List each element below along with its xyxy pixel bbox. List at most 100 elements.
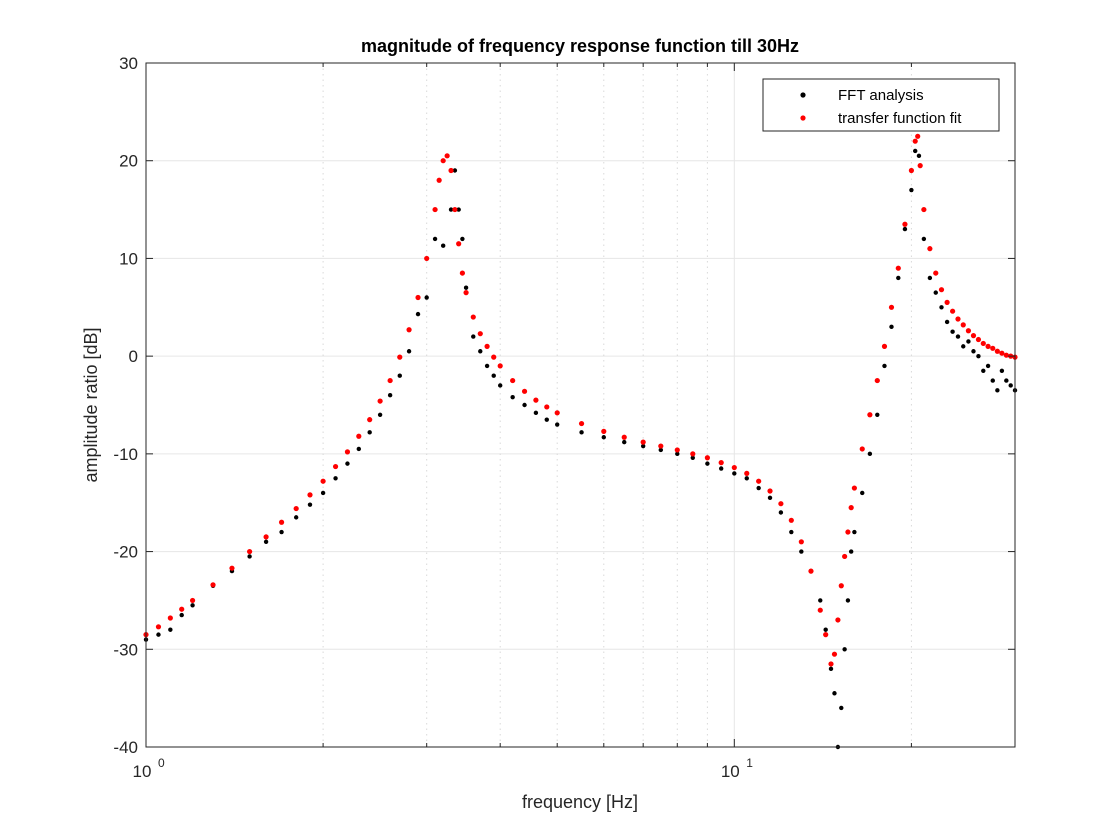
fft-point <box>867 451 873 457</box>
fit-point <box>444 153 450 159</box>
fft-point <box>732 471 737 476</box>
fit-point <box>484 343 490 349</box>
fit-point <box>704 455 710 461</box>
fft-point <box>498 383 503 388</box>
y-tick-label: 30 <box>119 54 138 73</box>
fft-point <box>852 529 857 535</box>
fit-point <box>1003 352 1009 358</box>
fit-point <box>842 553 848 560</box>
fit-point <box>902 221 908 227</box>
fft-point <box>247 554 252 559</box>
fft-point <box>601 435 606 440</box>
fit-point <box>881 343 888 349</box>
fit-point <box>497 363 503 369</box>
fft-point <box>448 207 454 212</box>
fft-point <box>902 226 908 232</box>
fft-point <box>939 305 944 310</box>
fit-point <box>994 348 1000 354</box>
fit-point <box>838 583 844 589</box>
fit-point <box>640 439 646 445</box>
fft-point <box>491 373 496 378</box>
fit-point <box>874 377 880 384</box>
fft-point <box>845 598 851 603</box>
fft-point <box>789 529 794 535</box>
chart-title: magnitude of frequency response function… <box>361 36 799 56</box>
fit-point <box>387 377 393 384</box>
fft-point <box>156 632 161 637</box>
fft-point <box>675 451 680 457</box>
fit-point <box>817 607 823 613</box>
x-axis-label: frequency [Hz] <box>522 792 638 812</box>
fft-point <box>440 243 446 248</box>
fit-point <box>424 255 430 262</box>
legend-marker-fit <box>800 115 806 121</box>
fft-point <box>452 168 458 173</box>
fit-point <box>456 241 462 247</box>
y-tick-label: 10 <box>119 249 138 268</box>
fft-point <box>896 275 901 281</box>
fit-point <box>756 478 762 484</box>
fit-point <box>828 661 834 667</box>
fit-point <box>521 388 528 394</box>
fit-point <box>332 463 339 470</box>
y-tick-label: -20 <box>113 543 138 562</box>
fit-point <box>848 505 854 511</box>
fit-point <box>975 336 982 343</box>
fft-point <box>345 461 350 466</box>
fft-point <box>799 549 804 554</box>
fft-point <box>544 417 549 422</box>
fft-point <box>179 612 184 618</box>
fit-point <box>851 485 857 491</box>
fft-point <box>432 236 438 242</box>
fft-point <box>579 430 584 435</box>
fit-point <box>955 316 961 322</box>
fft-point <box>397 373 402 378</box>
x-tick-label: 10 <box>133 762 152 781</box>
fit-point <box>788 517 794 523</box>
fit-point <box>938 287 945 293</box>
fft-point <box>522 402 527 408</box>
fit-point <box>960 322 966 328</box>
x-tick-label: 10 <box>721 762 740 781</box>
fft-point <box>818 598 823 603</box>
fft-point <box>719 466 724 471</box>
fit-point <box>533 397 539 403</box>
fit-point <box>823 632 829 638</box>
fit-point <box>601 428 607 434</box>
fft-point <box>961 344 966 349</box>
fit-point <box>554 410 560 416</box>
fit-point <box>888 304 895 310</box>
fit-point <box>167 615 173 621</box>
fft-point <box>555 422 560 427</box>
fit-point <box>767 488 773 494</box>
fit-point <box>189 597 196 604</box>
y-tick-label: -40 <box>113 738 138 757</box>
fft-point <box>921 236 927 242</box>
fit-point <box>970 333 977 339</box>
fit-point <box>621 434 627 440</box>
fft-point <box>744 476 749 481</box>
fft-point <box>377 412 383 417</box>
fft-point <box>971 349 976 354</box>
fft-point <box>640 443 646 449</box>
fft-point <box>484 363 490 369</box>
series-layer <box>143 133 1018 750</box>
fit-point <box>510 377 516 384</box>
fit-point <box>155 624 162 630</box>
fft-point <box>916 153 922 159</box>
fit-point <box>436 177 442 183</box>
fft-point <box>823 627 828 632</box>
fit-point <box>808 568 814 574</box>
fit-point <box>944 299 950 305</box>
fft-point <box>333 476 338 481</box>
x-tick-label-exponent: 1 <box>746 756 753 770</box>
fit-point <box>263 534 269 540</box>
fit-point <box>544 404 550 410</box>
fft-point <box>320 490 326 496</box>
fft-point <box>424 295 429 300</box>
fft-point <box>460 236 465 242</box>
plot-frame <box>145 62 1016 748</box>
fft-point <box>828 666 834 672</box>
fft-point <box>950 329 955 334</box>
fit-point <box>690 451 696 457</box>
